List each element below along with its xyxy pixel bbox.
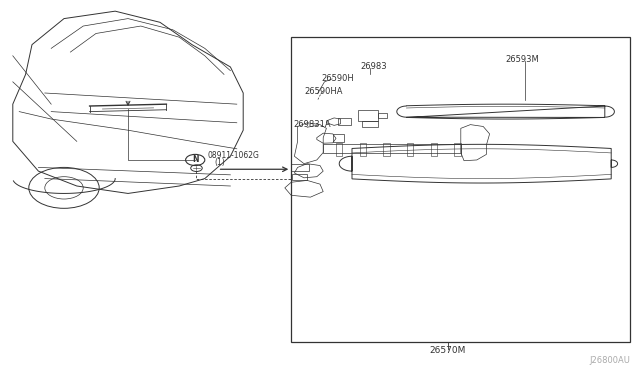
Bar xyxy=(323,144,461,153)
Text: 26983: 26983 xyxy=(360,62,387,71)
Text: N: N xyxy=(192,155,198,164)
Bar xyxy=(338,118,351,125)
Text: 26570M: 26570M xyxy=(430,346,466,355)
Bar xyxy=(358,110,378,121)
Text: 26590HA: 26590HA xyxy=(304,87,342,96)
Bar xyxy=(291,37,630,342)
Text: J26800AU: J26800AU xyxy=(589,356,630,365)
Bar xyxy=(454,143,461,156)
Text: 26590H: 26590H xyxy=(321,74,354,83)
Bar xyxy=(407,143,413,156)
Bar xyxy=(362,121,378,127)
Bar xyxy=(360,143,366,156)
Bar xyxy=(383,143,390,156)
Text: 269831A: 269831A xyxy=(293,120,331,129)
Bar xyxy=(291,164,309,171)
Bar xyxy=(333,134,344,142)
Bar xyxy=(336,143,342,156)
Bar xyxy=(431,143,437,156)
Text: (1): (1) xyxy=(214,158,225,167)
Text: 08911-1062G: 08911-1062G xyxy=(208,151,260,160)
Text: 26593M: 26593M xyxy=(506,55,540,64)
Bar xyxy=(292,174,307,180)
Bar xyxy=(378,113,387,118)
